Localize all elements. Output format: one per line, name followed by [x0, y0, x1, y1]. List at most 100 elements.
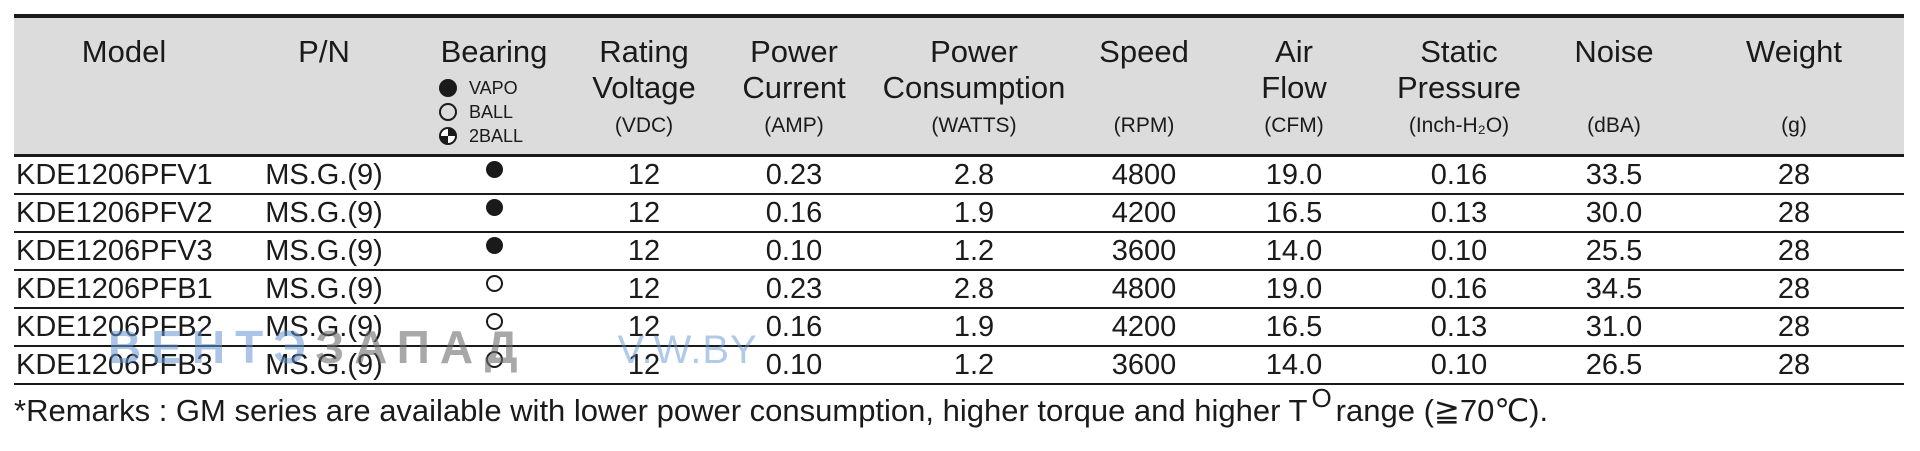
- cell-consumption: 1.9: [874, 194, 1074, 233]
- legend-vapo: VAPO: [439, 76, 549, 100]
- cell-voltage: 12: [574, 346, 714, 385]
- cell-consumption: 1.9: [874, 308, 1074, 347]
- cell-pn: MS.G.(9): [234, 346, 414, 385]
- cell-noise: 34.5: [1544, 270, 1684, 309]
- filled-circle-icon: [485, 236, 503, 254]
- cell-pn: MS.G.(9): [234, 194, 414, 233]
- cell-model: KDE1206PFV1: [14, 155, 234, 195]
- cell-bearing: [414, 232, 574, 271]
- cell-airflow: 14.0: [1214, 232, 1374, 271]
- cell-speed: 3600: [1074, 346, 1214, 385]
- cell-weight: 28: [1684, 232, 1904, 271]
- cell-noise: 26.5: [1544, 346, 1684, 385]
- cell-consumption: 1.2: [874, 346, 1074, 385]
- header-current: Power Current (AMP): [714, 14, 874, 157]
- cell-airflow: 16.5: [1214, 308, 1374, 347]
- header-model: Model: [14, 14, 234, 157]
- cell-speed: 4200: [1074, 308, 1214, 347]
- cell-pressure: 0.13: [1374, 308, 1544, 347]
- cell-pn: MS.G.(9): [234, 155, 414, 195]
- table-row: KDE1206PFB1 MS.G.(9) 12 0.23 2.8 4800 19.0 0.16…: [14, 270, 1904, 309]
- cell-bearing: [414, 194, 574, 233]
- table-row: KDE1206PFB2 MS.G.(9) 12 0.16 1.9 4200 16.5 0.13…: [14, 308, 1904, 347]
- cell-consumption: 1.2: [874, 232, 1074, 271]
- cell-pn: MS.G.(9): [234, 232, 414, 271]
- cell-consumption: 2.8: [874, 155, 1074, 195]
- header-noise: Noise (dBA): [1544, 14, 1684, 157]
- cell-voltage: 12: [574, 270, 714, 309]
- header-airflow: Air Flow (CFM): [1214, 14, 1374, 157]
- cell-pressure: 0.10: [1374, 232, 1544, 271]
- cell-voltage: 12: [574, 155, 714, 195]
- table-row: KDE1206PFB3 MS.G.(9) 12 0.10 1.2 3600 14.0 0.10…: [14, 346, 1904, 385]
- table-body: KDE1206PFV1 MS.G.(9) 12 0.23 2.8 4800 19.0 0.16…: [14, 155, 1904, 385]
- table-header: Model P/N Bearing VAPO BALL: [14, 14, 1904, 157]
- cell-pressure: 0.16: [1374, 270, 1544, 309]
- cell-weight: 28: [1684, 270, 1904, 309]
- filled-circle-icon: [439, 79, 457, 97]
- cell-bearing: [414, 346, 574, 385]
- cell-current: 0.16: [714, 308, 874, 347]
- cell-current: 0.23: [714, 270, 874, 309]
- cell-weight: 28: [1684, 194, 1904, 233]
- table-row: KDE1206PFV1 MS.G.(9) 12 0.23 2.8 4800 19.0 0.16…: [14, 155, 1904, 195]
- cell-pressure: 0.13: [1374, 194, 1544, 233]
- open-circle-icon: [439, 103, 457, 121]
- open-circle-icon: [485, 350, 503, 368]
- cell-weight: 28: [1684, 308, 1904, 347]
- cell-speed: 4200: [1074, 194, 1214, 233]
- cell-pressure: 0.10: [1374, 346, 1544, 385]
- cell-bearing: [414, 308, 574, 347]
- header-pn: P/N: [234, 14, 414, 157]
- cell-weight: 28: [1684, 346, 1904, 385]
- cell-pn: MS.G.(9): [234, 270, 414, 309]
- cell-current: 0.16: [714, 194, 874, 233]
- cell-weight: 28: [1684, 155, 1904, 195]
- cell-consumption: 2.8: [874, 270, 1074, 309]
- header-pressure: Static Pressure (Inch-H₂O): [1374, 14, 1544, 157]
- legend-ball: BALL: [439, 100, 549, 124]
- cell-current: 0.10: [714, 232, 874, 271]
- cell-voltage: 12: [574, 232, 714, 271]
- cell-noise: 25.5: [1544, 232, 1684, 271]
- cell-noise: 30.0: [1544, 194, 1684, 233]
- cell-bearing: [414, 270, 574, 309]
- legend-2ball: 2BALL: [439, 124, 549, 148]
- cell-model: KDE1206PFB1: [14, 270, 234, 309]
- cell-speed: 3600: [1074, 232, 1214, 271]
- cell-speed: 4800: [1074, 155, 1214, 195]
- cell-model: KDE1206PFB3: [14, 346, 234, 385]
- remarks-note: *Remarks : GM series are available with …: [14, 383, 1549, 428]
- cell-pressure: 0.16: [1374, 155, 1544, 195]
- filled-circle-icon: [485, 160, 503, 178]
- watermark: ВЕНТЭЗАПАД V.W.BY: [108, 321, 758, 373]
- header-consumption: Power Consumption (WATTS): [874, 14, 1074, 157]
- cell-airflow: 16.5: [1214, 194, 1374, 233]
- cell-airflow: 19.0: [1214, 270, 1374, 309]
- cell-current: 0.10: [714, 346, 874, 385]
- header-speed: Speed (RPM): [1074, 14, 1214, 157]
- open-circle-icon: [485, 274, 503, 292]
- cell-model: KDE1206PFV2: [14, 194, 234, 233]
- cell-model: KDE1206PFB2: [14, 308, 234, 347]
- cell-noise: 31.0: [1544, 308, 1684, 347]
- filled-circle-icon: [485, 198, 503, 216]
- table-row: KDE1206PFV2 MS.G.(9) 12 0.16 1.9 4200 16.5 0.13…: [14, 194, 1904, 233]
- cell-model: KDE1206PFV3: [14, 232, 234, 271]
- header-bearing: Bearing VAPO BALL 2BALL: [414, 14, 574, 157]
- table-row: KDE1206PFV3 MS.G.(9) 12 0.10 1.2 3600 14.0 0.10…: [14, 232, 1904, 271]
- cell-current: 0.23: [714, 155, 874, 195]
- cell-pn: MS.G.(9): [234, 308, 414, 347]
- half-filled-circle-icon: [439, 127, 457, 145]
- cell-noise: 33.5: [1544, 155, 1684, 195]
- bearing-legend: VAPO BALL 2BALL: [439, 76, 549, 148]
- header-voltage: Rating Voltage (VDC): [574, 14, 714, 157]
- cell-voltage: 12: [574, 194, 714, 233]
- fan-spec-table: Model P/N Bearing VAPO BALL: [14, 14, 1904, 385]
- cell-bearing: [414, 155, 574, 195]
- header-weight: Weight (g): [1684, 14, 1904, 157]
- cell-airflow: 19.0: [1214, 155, 1374, 195]
- cell-voltage: 12: [574, 308, 714, 347]
- cell-speed: 4800: [1074, 270, 1214, 309]
- cell-airflow: 14.0: [1214, 346, 1374, 385]
